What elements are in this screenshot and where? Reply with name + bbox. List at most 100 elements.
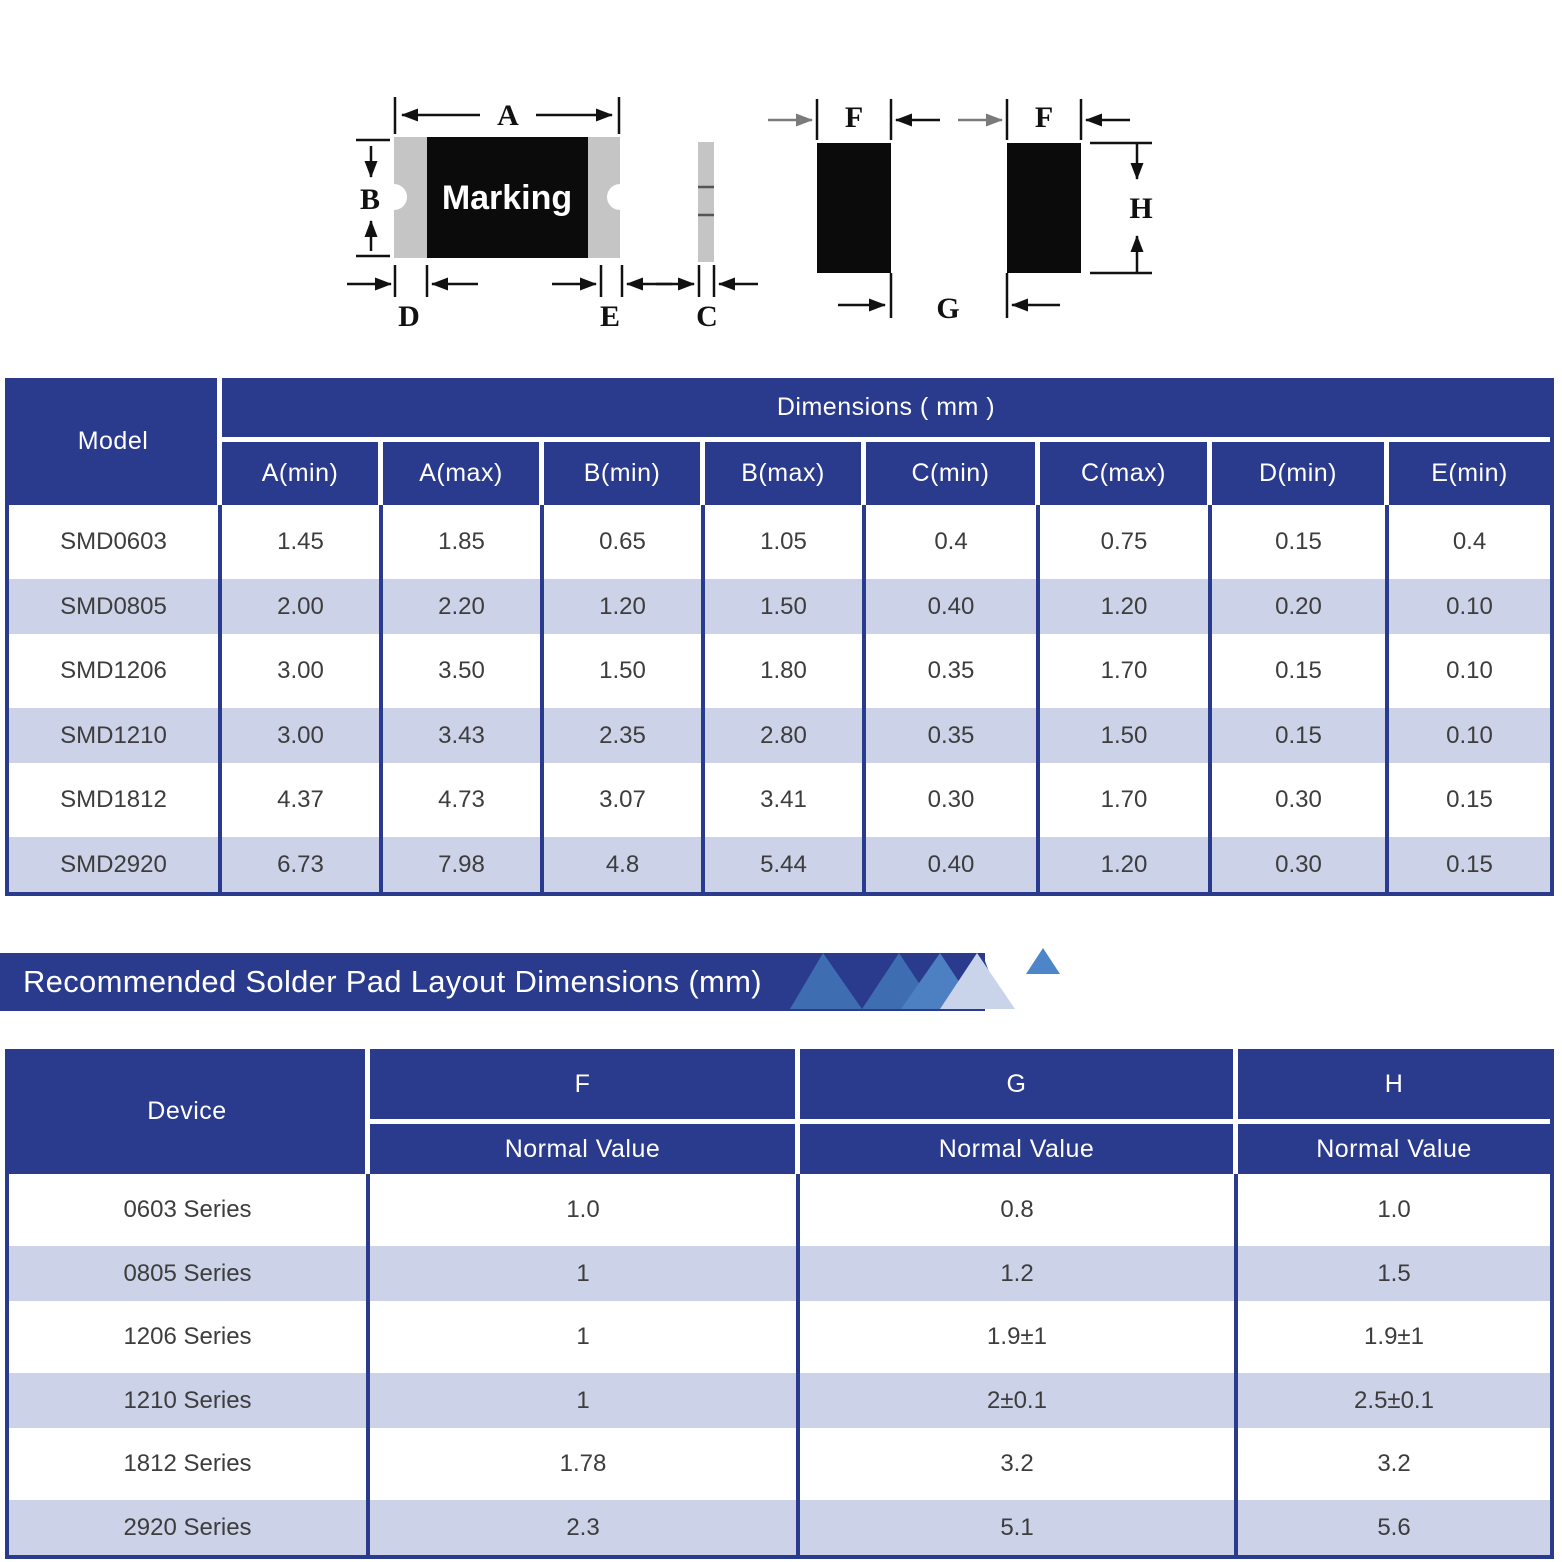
subcolumn-header: Normal Value	[370, 1124, 800, 1174]
component-dimension-diagram: A Marking B D	[347, 97, 1153, 333]
value-cell: 0.40	[866, 579, 1040, 634]
dim-label-H: H	[1129, 192, 1152, 225]
table-row: 1206 Series 1 1.9±1 1.9±1	[9, 1301, 1550, 1373]
dimensions-table-header: Model Dimensions ( mm ) A(min) A(max) B(mi…	[5, 378, 1554, 505]
model-cell: SMD0805	[9, 579, 222, 634]
value-cell: 0.65	[544, 505, 705, 579]
value-cell: 1.9±1	[1238, 1301, 1550, 1373]
device-column-header: Device	[9, 1049, 370, 1174]
value-cell: 0.10	[1389, 579, 1550, 634]
value-cell: 0.10	[1389, 708, 1550, 763]
dim-E	[552, 265, 672, 297]
value-cell: 1.70	[1040, 763, 1212, 837]
value-cell: 1.78	[370, 1428, 800, 1500]
value-cell: 3.43	[383, 708, 544, 763]
value-cell: 3.41	[705, 763, 866, 837]
model-cell: SMD1812	[9, 763, 222, 837]
column-header: B(max)	[705, 442, 866, 505]
dimensions-table-body: SMD0603 1.45 1.85 0.65 1.05 0.4 0.75 0.15 0.4 SMD…	[5, 505, 1554, 896]
solder-pad-table: Device F G H Normal Value Normal Value Normal…	[5, 1049, 1554, 1559]
value-cell: 1.50	[705, 579, 866, 634]
value-cell: 3.00	[222, 634, 383, 708]
value-cell: 1.05	[705, 505, 866, 579]
component-top-view: Marking	[381, 137, 633, 258]
table-row: SMD1206 3.00 3.50 1.50 1.80 0.35 1.70 0.15 0.10	[9, 634, 1550, 708]
value-cell: 0.35	[866, 634, 1040, 708]
value-cell: 4.73	[383, 763, 544, 837]
device-cell: 1210 Series	[9, 1373, 370, 1428]
component-side-view	[698, 142, 714, 262]
value-cell: 1	[370, 1246, 800, 1301]
value-cell: 7.98	[383, 837, 544, 892]
column-header: C(max)	[1040, 442, 1212, 505]
dimensions-group-header: Dimensions ( mm )	[222, 378, 1550, 442]
dim-D	[347, 265, 478, 297]
value-cell: 1.5	[1238, 1246, 1550, 1301]
value-cell: 1.85	[383, 505, 544, 579]
value-cell: 1.70	[1040, 634, 1212, 708]
subcolumn-header: Normal Value	[800, 1124, 1238, 1174]
dim-label-F-right: F	[1035, 101, 1053, 134]
value-cell: 0.8	[800, 1174, 1238, 1246]
value-cell: 1.0	[1238, 1174, 1550, 1246]
model-column-header: Model	[9, 378, 222, 505]
value-cell: 1.50	[544, 634, 705, 708]
dim-G	[838, 273, 1060, 318]
dim-label-B: B	[360, 183, 380, 216]
value-cell: 2.20	[383, 579, 544, 634]
column-header: E(min)	[1389, 442, 1550, 505]
table-row: 1812 Series 1.78 3.2 3.2	[9, 1428, 1550, 1500]
model-cell: SMD0603	[9, 505, 222, 579]
column-header: C(min)	[866, 442, 1040, 505]
column-header: A(max)	[383, 442, 544, 505]
table-row: SMD1210 3.00 3.43 2.35 2.80 0.35 1.50 0.15 0.10	[9, 708, 1550, 763]
value-cell: 2.00	[222, 579, 383, 634]
dim-label-F-left: F	[845, 101, 863, 134]
value-cell: 1.20	[544, 579, 705, 634]
value-cell: 0.15	[1212, 505, 1389, 579]
column-header: D(min)	[1212, 442, 1389, 505]
solder-pad-table-header: Device F G H Normal Value Normal Value Normal…	[5, 1049, 1554, 1174]
value-cell: 0.20	[1212, 579, 1389, 634]
subcolumn-header: Normal Value	[1238, 1124, 1550, 1174]
value-cell: 0.40	[866, 837, 1040, 892]
value-cell: 1.20	[1040, 837, 1212, 892]
dim-F-left	[768, 99, 940, 140]
dim-H	[1090, 141, 1152, 275]
value-cell: 1	[370, 1301, 800, 1373]
value-cell: 1.50	[1040, 708, 1212, 763]
value-cell: 2.35	[544, 708, 705, 763]
value-cell: 4.37	[222, 763, 383, 837]
dim-label-D: D	[398, 300, 420, 333]
device-cell: 1206 Series	[9, 1301, 370, 1373]
value-cell: 5.1	[800, 1500, 1238, 1555]
table-row: 1210 Series 1 2±0.1 2.5±0.1	[9, 1373, 1550, 1428]
value-cell: 0.30	[866, 763, 1040, 837]
solder-pad-table-body: 0603 Series 1.0 0.8 1.0 0805 Series 1 1.2 1.5 12…	[5, 1174, 1554, 1559]
column-header: A(min)	[222, 442, 383, 505]
value-cell: 3.2	[800, 1428, 1238, 1500]
device-cell: 0603 Series	[9, 1174, 370, 1246]
device-cell: 1812 Series	[9, 1428, 370, 1500]
model-cell: SMD1206	[9, 634, 222, 708]
device-cell: 2920 Series	[9, 1500, 370, 1555]
value-cell: 3.07	[544, 763, 705, 837]
dim-label-A: A	[497, 99, 519, 132]
column-header: F	[370, 1049, 800, 1124]
value-cell: 0.30	[1212, 837, 1389, 892]
value-cell: 0.35	[866, 708, 1040, 763]
value-cell: 0.75	[1040, 505, 1212, 579]
value-cell: 2±0.1	[800, 1373, 1238, 1428]
value-cell: 2.3	[370, 1500, 800, 1555]
solder-pad-layout	[817, 143, 1081, 273]
value-cell: 5.44	[705, 837, 866, 892]
value-cell: 1.20	[1040, 579, 1212, 634]
column-header: G	[800, 1049, 1238, 1124]
dim-B	[356, 138, 390, 258]
value-cell: 0.4	[866, 505, 1040, 579]
value-cell: 4.8	[544, 837, 705, 892]
table-row: 2920 Series 2.3 5.1 5.6	[9, 1500, 1550, 1555]
dim-A	[393, 97, 621, 134]
value-cell: 1	[370, 1373, 800, 1428]
